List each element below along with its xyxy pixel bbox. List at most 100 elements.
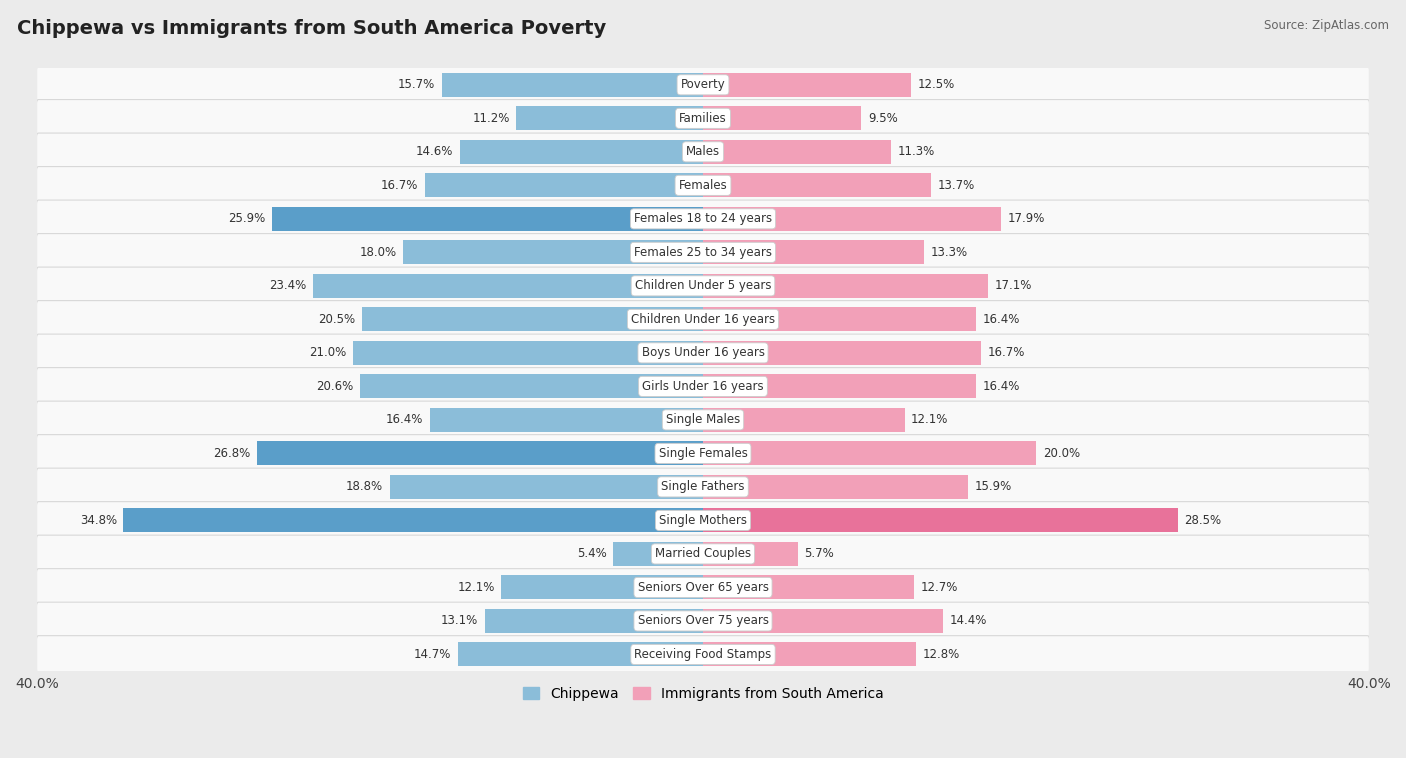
Bar [703, 408, 904, 432]
Bar [703, 73, 911, 97]
Text: Females 25 to 34 years: Females 25 to 34 years [634, 246, 772, 258]
FancyBboxPatch shape [37, 401, 1369, 439]
Text: Children Under 16 years: Children Under 16 years [631, 313, 775, 326]
FancyBboxPatch shape [37, 602, 1369, 640]
Text: Poverty: Poverty [681, 78, 725, 91]
Text: 15.9%: 15.9% [974, 481, 1012, 493]
FancyBboxPatch shape [37, 133, 1369, 171]
Text: 16.7%: 16.7% [381, 179, 418, 192]
Bar [361, 307, 703, 331]
Text: Families: Families [679, 112, 727, 125]
Bar [389, 475, 703, 499]
Bar [703, 441, 1036, 465]
Bar [703, 374, 976, 399]
Text: 12.5%: 12.5% [918, 78, 955, 91]
Bar [502, 575, 703, 600]
Text: Single Fathers: Single Fathers [661, 481, 745, 493]
FancyBboxPatch shape [37, 167, 1369, 204]
Text: Married Couples: Married Couples [655, 547, 751, 560]
FancyBboxPatch shape [37, 233, 1369, 271]
Text: 13.7%: 13.7% [938, 179, 974, 192]
FancyBboxPatch shape [37, 200, 1369, 237]
Text: 28.5%: 28.5% [1184, 514, 1222, 527]
Text: Source: ZipAtlas.com: Source: ZipAtlas.com [1264, 19, 1389, 32]
Text: 16.4%: 16.4% [983, 380, 1021, 393]
Bar [271, 207, 703, 231]
Bar [703, 106, 862, 130]
Bar [703, 139, 891, 164]
Text: 17.1%: 17.1% [994, 280, 1032, 293]
Text: 14.7%: 14.7% [415, 648, 451, 661]
Text: 18.0%: 18.0% [360, 246, 396, 258]
FancyBboxPatch shape [37, 66, 1369, 104]
Text: 13.3%: 13.3% [931, 246, 969, 258]
Bar [703, 609, 943, 633]
Text: 12.8%: 12.8% [922, 648, 960, 661]
Bar [703, 207, 1001, 231]
Text: 34.8%: 34.8% [80, 514, 117, 527]
Text: Single Females: Single Females [658, 447, 748, 460]
Bar [485, 609, 703, 633]
FancyBboxPatch shape [37, 267, 1369, 305]
Text: 5.7%: 5.7% [804, 547, 834, 560]
Bar [360, 374, 703, 399]
Bar [703, 475, 967, 499]
FancyBboxPatch shape [37, 535, 1369, 573]
Text: 25.9%: 25.9% [228, 212, 264, 225]
FancyBboxPatch shape [37, 468, 1369, 506]
Text: Seniors Over 75 years: Seniors Over 75 years [637, 615, 769, 628]
Text: 9.5%: 9.5% [868, 112, 897, 125]
Bar [314, 274, 703, 298]
Text: Single Males: Single Males [666, 413, 740, 427]
Legend: Chippewa, Immigrants from South America: Chippewa, Immigrants from South America [517, 681, 889, 706]
Text: 11.2%: 11.2% [472, 112, 510, 125]
Text: Girls Under 16 years: Girls Under 16 years [643, 380, 763, 393]
FancyBboxPatch shape [37, 334, 1369, 371]
FancyBboxPatch shape [37, 502, 1369, 539]
Text: 12.7%: 12.7% [921, 581, 959, 594]
Text: Females 18 to 24 years: Females 18 to 24 years [634, 212, 772, 225]
Text: Receiving Food Stamps: Receiving Food Stamps [634, 648, 772, 661]
Bar [441, 73, 703, 97]
Bar [703, 642, 917, 666]
Bar [703, 509, 1178, 532]
Bar [703, 341, 981, 365]
Text: Males: Males [686, 146, 720, 158]
Text: Single Mothers: Single Mothers [659, 514, 747, 527]
Text: Children Under 5 years: Children Under 5 years [634, 280, 772, 293]
Text: 14.4%: 14.4% [949, 615, 987, 628]
Text: Boys Under 16 years: Boys Under 16 years [641, 346, 765, 359]
Text: 20.5%: 20.5% [318, 313, 354, 326]
Bar [124, 509, 703, 532]
Text: Chippewa vs Immigrants from South America Poverty: Chippewa vs Immigrants from South Americ… [17, 19, 606, 38]
Text: 11.3%: 11.3% [898, 146, 935, 158]
Text: 16.4%: 16.4% [385, 413, 423, 427]
Bar [703, 274, 988, 298]
Text: 15.7%: 15.7% [398, 78, 434, 91]
Bar [703, 542, 799, 566]
Bar [703, 240, 925, 265]
Text: 16.7%: 16.7% [988, 346, 1025, 359]
FancyBboxPatch shape [37, 636, 1369, 673]
Bar [613, 542, 703, 566]
Bar [257, 441, 703, 465]
Bar [703, 174, 931, 197]
Text: 16.4%: 16.4% [983, 313, 1021, 326]
Bar [516, 106, 703, 130]
FancyBboxPatch shape [37, 368, 1369, 405]
Bar [458, 642, 703, 666]
Text: 14.6%: 14.6% [416, 146, 453, 158]
Text: 26.8%: 26.8% [212, 447, 250, 460]
Text: 21.0%: 21.0% [309, 346, 347, 359]
FancyBboxPatch shape [37, 301, 1369, 338]
Text: Females: Females [679, 179, 727, 192]
Text: Seniors Over 65 years: Seniors Over 65 years [637, 581, 769, 594]
Text: 23.4%: 23.4% [270, 280, 307, 293]
Bar [404, 240, 703, 265]
Text: 12.1%: 12.1% [457, 581, 495, 594]
FancyBboxPatch shape [37, 434, 1369, 472]
Text: 5.4%: 5.4% [576, 547, 606, 560]
FancyBboxPatch shape [37, 568, 1369, 606]
FancyBboxPatch shape [37, 99, 1369, 137]
Bar [703, 307, 976, 331]
